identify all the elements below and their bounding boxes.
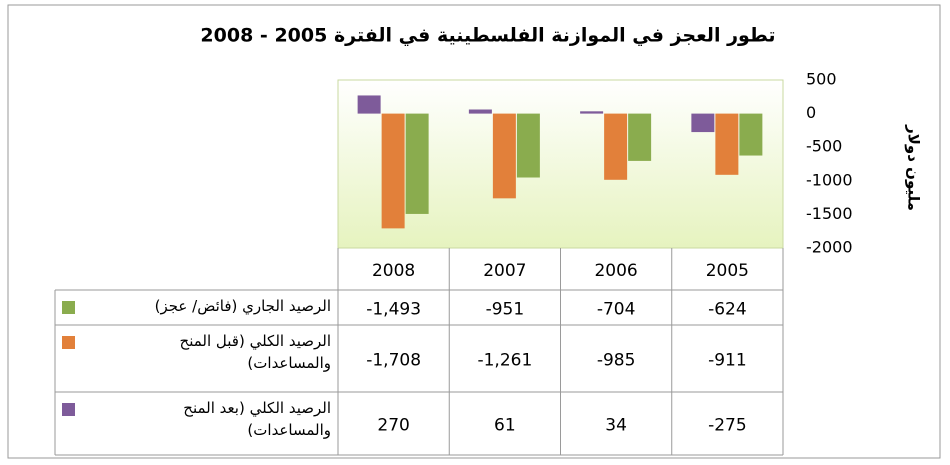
bar: [468, 109, 492, 114]
x-tick-label: 2006: [594, 261, 637, 281]
legend-label: الرصيد الكلي (قبل المنح والمساعدات): [179, 332, 331, 372]
table-value: -1,708: [366, 351, 421, 371]
bar: [405, 113, 429, 214]
table-value: -704: [597, 300, 636, 320]
bar: [357, 95, 381, 114]
table-value: -951: [486, 300, 525, 320]
bar: [739, 113, 763, 156]
x-tick-label: 2007: [483, 261, 526, 281]
y-tick-label: -2000: [806, 238, 853, 257]
y-tick-label: 500: [806, 70, 837, 89]
bar: [604, 113, 628, 180]
table-value: -985: [597, 351, 636, 371]
legend-label: الرصيد الكلي (بعد المنح والمساعدات): [183, 399, 331, 439]
y-tick-label: -1000: [806, 170, 853, 189]
bar: [691, 113, 715, 133]
table-value: 61: [494, 416, 516, 436]
table-value: -1,261: [477, 351, 532, 371]
bar: [516, 113, 540, 178]
table-value: 34: [605, 416, 627, 436]
table-value: -911: [708, 351, 747, 371]
y-tick-label: -500: [806, 137, 842, 156]
legend-swatch: [62, 403, 75, 416]
legend-swatch: [62, 336, 75, 349]
legend-swatch: [62, 301, 75, 314]
table-value: -275: [708, 416, 747, 436]
bar: [628, 113, 652, 161]
table-value: 270: [377, 416, 409, 436]
x-tick-label: 2005: [706, 261, 749, 281]
y-tick-label: 0: [806, 103, 816, 122]
table-value: -1,493: [366, 300, 421, 320]
y-axis-label: مليون دولار: [905, 124, 923, 211]
x-tick-label: 2008: [372, 261, 415, 281]
y-tick-label: -1500: [806, 204, 853, 223]
table-value: -624: [708, 300, 747, 320]
bar: [492, 113, 516, 199]
legend-label: الرصيد الجاري (فائض/ عجز): [154, 297, 331, 315]
chart-title: تطور العجز في الموازنة الفلسطينية في الف…: [200, 25, 775, 47]
bar: [715, 113, 739, 175]
bar: [580, 111, 604, 114]
bar: [381, 113, 405, 229]
